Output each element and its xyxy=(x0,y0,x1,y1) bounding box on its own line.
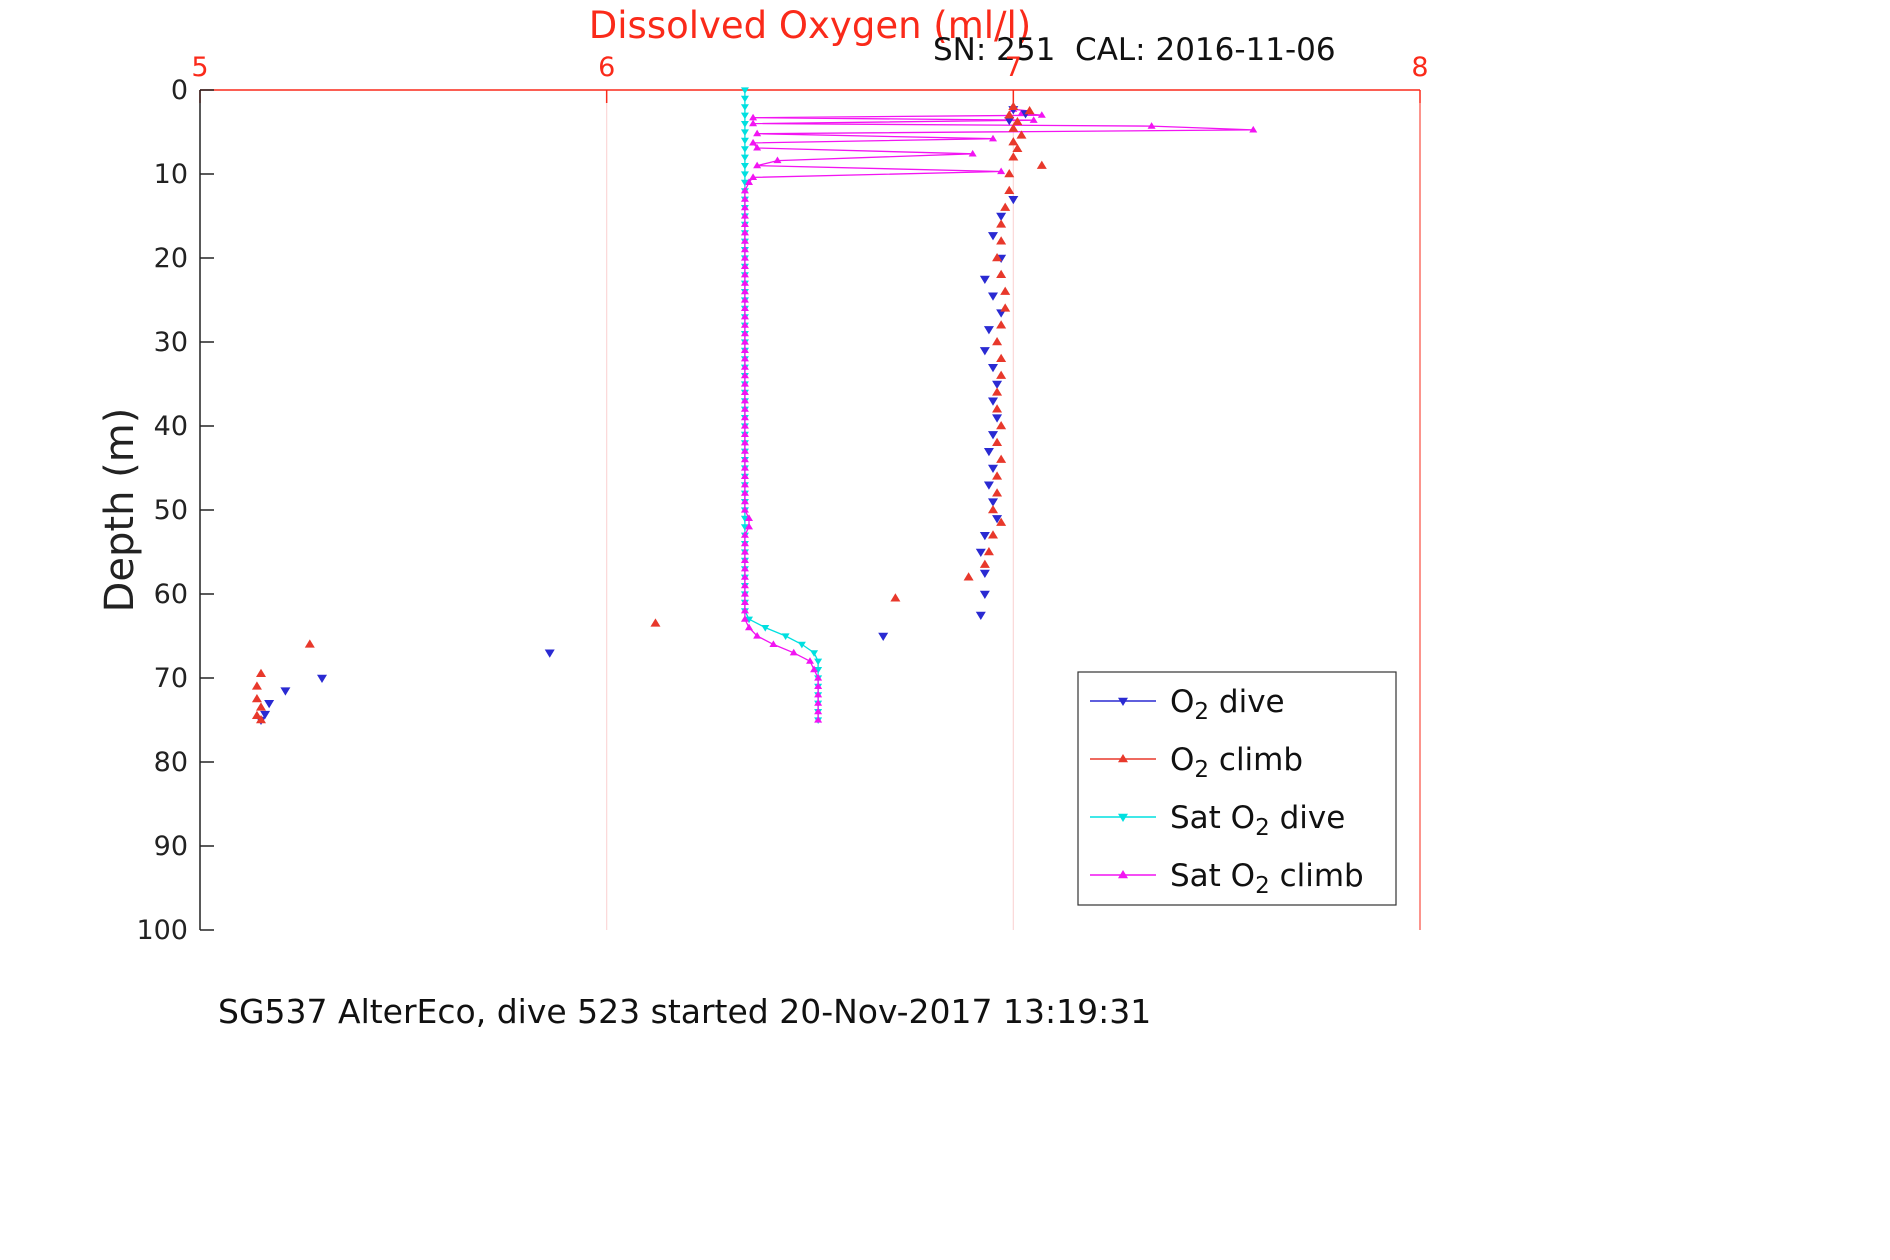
legend-entry-sat-o2-dive: Sat O2 dive xyxy=(1090,800,1345,841)
legend-entry-o2-climb: O2 climb xyxy=(1090,742,1303,783)
x-tick-label: 6 xyxy=(598,52,615,83)
y-tick-label: 50 xyxy=(154,495,188,526)
legend-label: O2 dive xyxy=(1170,684,1285,725)
series-o2-dive xyxy=(256,106,1031,725)
y-tick-label: 30 xyxy=(154,327,188,358)
chart-title: Dissolved Oxygen (ml/l) xyxy=(588,4,1032,47)
y-tick-label: 20 xyxy=(154,243,188,274)
y-tick-label: 0 xyxy=(171,75,188,106)
series-o2-climb xyxy=(251,101,1047,724)
legend-label: Sat O2 dive xyxy=(1170,800,1345,841)
y-axis: 0 10 20 30 40 50 60 70 80 90 100 xyxy=(136,75,214,946)
y-tick-label: 90 xyxy=(154,831,188,862)
y-tick-label: 70 xyxy=(154,663,188,694)
x-tick-label: 5 xyxy=(191,52,208,83)
x-axis: 5 6 7 8 xyxy=(191,52,1429,930)
y-tick-label: 100 xyxy=(136,915,188,946)
gridlines xyxy=(606,90,1014,930)
legend-box xyxy=(1077,671,1397,906)
x-tick-label: 8 xyxy=(1411,52,1428,83)
dive-caption: SG537 AlterEco, dive 523 started 20-Nov-… xyxy=(218,992,1152,1031)
legend: O2 dive O2 climb Sat O2 dive Sat O2 climb xyxy=(1077,671,1397,906)
series-sat-o2-dive xyxy=(740,87,823,724)
y-tick-label: 40 xyxy=(154,411,188,442)
y-tick-label: 80 xyxy=(154,747,188,778)
series-sat-o2-climb xyxy=(740,105,1258,723)
legend-label: O2 climb xyxy=(1170,742,1303,783)
sensor-calibration-info: SN: 251 CAL: 2016-11-06 xyxy=(933,32,1336,68)
x-tick-label: 7 xyxy=(1005,52,1022,83)
legend-entry-sat-o2-climb: Sat O2 climb xyxy=(1090,858,1364,899)
y-tick-label: 60 xyxy=(154,579,188,610)
legend-label: Sat O2 climb xyxy=(1170,858,1364,899)
y-tick-label: 10 xyxy=(154,159,188,190)
legend-entry-o2-dive: O2 dive xyxy=(1090,684,1285,725)
